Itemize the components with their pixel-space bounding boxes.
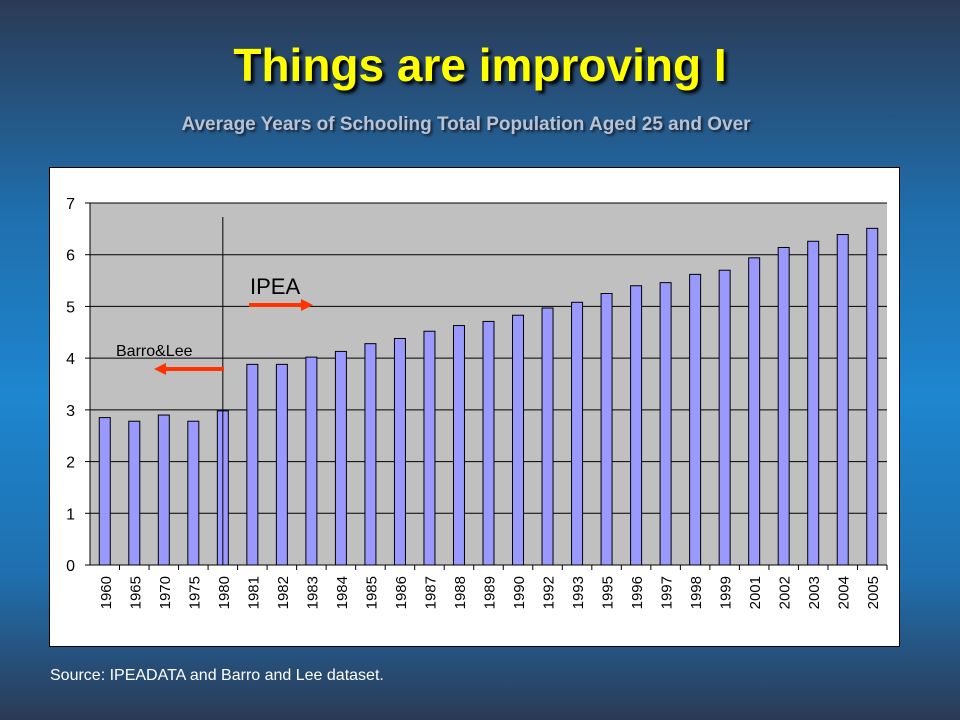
bar [275, 363, 288, 566]
x-tick-label: 2005 [865, 576, 882, 609]
bar [393, 337, 406, 566]
source-note: Source: IPEADATA and Barro and Lee datas… [50, 667, 384, 684]
x-tick-label: 2003 [806, 576, 823, 609]
bar [482, 320, 495, 566]
x-tick-label: 1993 [570, 576, 587, 609]
bar [334, 350, 347, 566]
x-tick-label: 1987 [422, 576, 439, 609]
x-tick-label: 1995 [600, 576, 617, 609]
slide-title: Things are improving I [233, 39, 727, 91]
bar [157, 414, 170, 566]
x-tick-label: 1970 [157, 576, 174, 609]
x-tick-label: 1965 [127, 576, 144, 609]
y-tick-label: 2 [66, 455, 75, 472]
x-tick-label: 1998 [688, 576, 705, 609]
x-tick-label: 2004 [836, 576, 853, 609]
y-tick-label: 6 [66, 248, 75, 265]
x-tick-label: 2002 [777, 576, 794, 609]
bar [600, 293, 613, 566]
x-tick-label: 1997 [659, 576, 676, 609]
chart-panel: 0 1 2 3 4 5 6 7 1960 1965 1970 1975 1980 1981 1982 1983… [49, 167, 900, 647]
x-tick-label: 1989 [482, 576, 499, 609]
x-tick-label: 1975 [186, 576, 203, 609]
x-tick-label: 2001 [747, 576, 764, 609]
bar [659, 282, 672, 566]
bar-chart: 0 1 2 3 4 5 6 7 1960 1965 1970 1975 1980 1981 1982 1983… [66, 196, 888, 609]
x-tick-label: 1984 [334, 576, 351, 609]
x-tick-label: 1999 [718, 576, 735, 609]
bar [807, 240, 820, 566]
left-arrowhead-icon [154, 363, 166, 375]
annotation-ipea: IPEA [250, 274, 300, 299]
x-tick-label: 1981 [245, 576, 262, 609]
bar [423, 330, 436, 566]
x-tick-label: 1990 [511, 576, 528, 609]
chart-subtitle: Average Years of Schooling Total Populat… [181, 114, 751, 135]
bar [305, 356, 318, 566]
bar [571, 301, 584, 566]
bar [98, 417, 111, 566]
x-tick-label: 1980 [216, 576, 233, 609]
x-tick-label: 1992 [541, 576, 558, 609]
bar [512, 314, 525, 566]
y-tick-label: 7 [66, 196, 75, 213]
annotation-barro-lee: Barro&Lee [116, 343, 193, 360]
bar [246, 363, 259, 566]
bar [836, 234, 849, 566]
x-tick-label: 1986 [393, 576, 410, 609]
bar [689, 273, 702, 566]
bar [630, 285, 643, 566]
y-tick-label: 4 [66, 351, 75, 368]
bar [128, 420, 141, 566]
bar [748, 257, 761, 566]
bar [541, 307, 554, 566]
x-tick-label: 1988 [452, 576, 469, 609]
bar [718, 269, 731, 566]
x-tick-label: 1960 [98, 576, 115, 609]
x-tick-label: 1982 [275, 576, 292, 609]
bar [364, 343, 377, 566]
y-tick-label: 1 [66, 506, 75, 523]
y-tick-label: 3 [66, 403, 75, 420]
x-tick-label: 1996 [629, 576, 646, 609]
bar [452, 325, 465, 566]
bar [866, 227, 879, 566]
bar [777, 246, 790, 566]
y-tick-label: 0 [66, 558, 75, 575]
x-tick-label: 1985 [363, 576, 380, 609]
x-tick-label: 1983 [304, 576, 321, 609]
y-tick-label: 5 [66, 299, 75, 316]
bar [187, 420, 200, 566]
right-arrowhead-icon [301, 299, 313, 311]
